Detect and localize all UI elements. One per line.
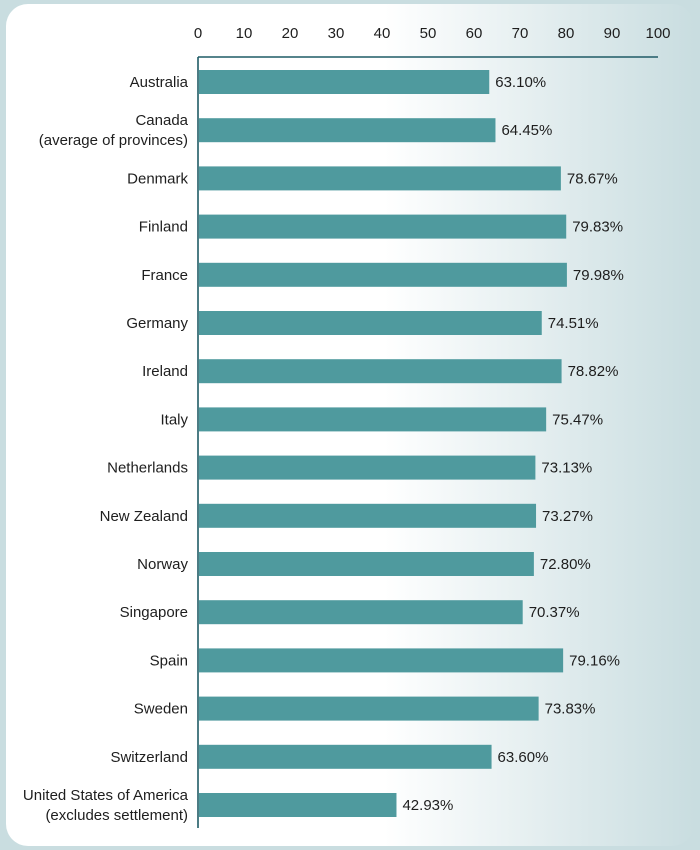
category-label: Spain [150, 652, 188, 669]
bar [199, 262, 567, 287]
value-label: 72.80% [540, 556, 591, 573]
value-label: 42.93% [402, 797, 453, 814]
value-label: 79.16% [569, 652, 620, 669]
category-label: Sweden [134, 701, 188, 718]
bar [199, 214, 567, 239]
bar [199, 552, 534, 576]
value-label: 79.83% [572, 219, 623, 236]
category-label: Denmark [127, 170, 188, 187]
bars [199, 70, 567, 817]
bar [199, 744, 492, 769]
bar [199, 455, 536, 480]
x-tick-label: 90 [604, 25, 621, 42]
category-label: Ireland [142, 363, 188, 380]
bar [199, 70, 490, 94]
bar [199, 648, 564, 673]
bar [199, 793, 397, 817]
value-label: 64.45% [501, 122, 552, 139]
x-tick-label: 10 [236, 25, 253, 42]
value-label: 73.83% [545, 701, 596, 718]
x-tick-label: 80 [558, 25, 575, 42]
category-label: Netherlands [107, 460, 188, 477]
category-label: Singapore [120, 604, 188, 621]
bar [199, 503, 537, 528]
value-label: 63.60% [498, 749, 549, 766]
bar [199, 359, 562, 384]
x-tick-label: 30 [328, 25, 345, 42]
bar [199, 118, 496, 143]
value-label: 78.67% [567, 170, 618, 187]
category-label: France [141, 267, 188, 284]
category-label: Italy [160, 411, 188, 428]
category-label: Switzerland [110, 749, 188, 766]
category-label: Germany [126, 315, 188, 332]
x-tick-label: 70 [512, 25, 529, 42]
x-tick-label: 0 [194, 25, 202, 42]
category-label: Norway [137, 556, 188, 573]
value-label: 73.27% [542, 508, 593, 525]
bar [199, 311, 542, 335]
bar [199, 696, 539, 721]
category-labels: Australia Canada (average of provinces) Den… [23, 74, 189, 824]
category-label: New Zealand [100, 508, 188, 525]
value-labels: 63.10% 64.45% 78.67% 79.83% 79.98% 74.51% 78.8… [402, 74, 623, 814]
bar [199, 600, 523, 625]
x-tick-label: 20 [282, 25, 299, 42]
category-label: Australia [130, 74, 189, 91]
bar [199, 166, 561, 191]
category-label: Finland [139, 219, 188, 236]
value-label: 78.82% [568, 363, 619, 380]
x-tick-label: 100 [645, 25, 670, 42]
x-tick-label: 60 [466, 25, 483, 42]
x-axis-ticks: 0 10 20 30 40 50 60 70 80 90 100 [194, 25, 671, 42]
x-tick-label: 50 [420, 25, 437, 42]
value-label: 63.10% [495, 74, 546, 91]
value-label: 79.98% [573, 267, 624, 284]
category-label: United States of America (excludes settle… [23, 787, 189, 824]
bar [199, 407, 547, 432]
value-label: 75.47% [552, 411, 603, 428]
category-label: Canada (average of provinces) [39, 112, 189, 149]
value-label: 73.13% [541, 460, 592, 477]
value-label: 74.51% [548, 315, 599, 332]
x-tick-label: 40 [374, 25, 391, 42]
axes [197, 56, 658, 828]
value-label: 70.37% [529, 604, 580, 621]
